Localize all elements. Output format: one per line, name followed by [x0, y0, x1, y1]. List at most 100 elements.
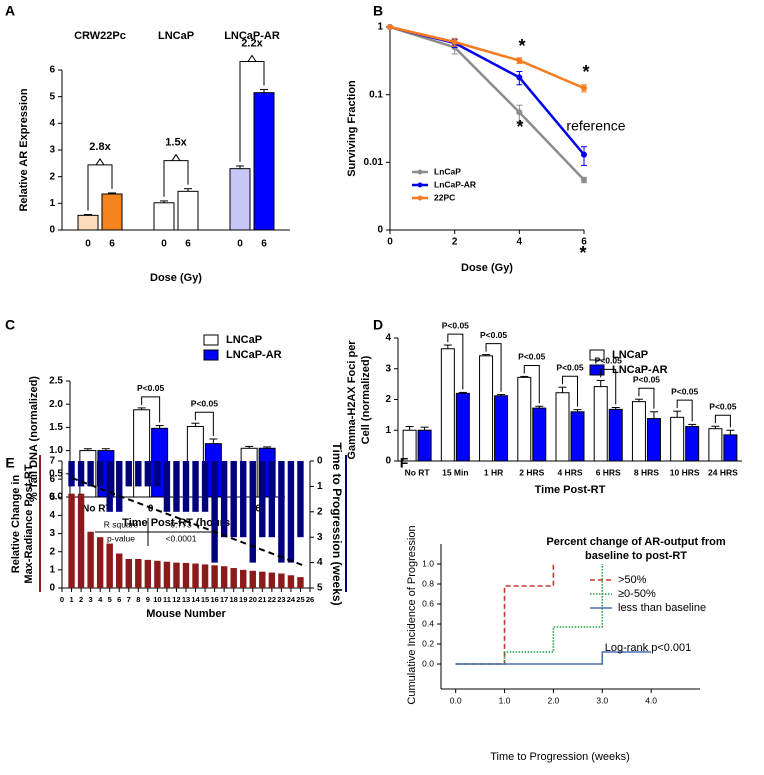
- annotation: Log-rank p<0.001: [605, 642, 692, 654]
- y-axis-title: Relative Change in: [10, 475, 22, 574]
- bracket: [163, 160, 189, 197]
- x-tick-label: 6: [185, 239, 191, 250]
- annotation: P<0.05: [191, 398, 218, 408]
- y-tick-label: 2: [385, 394, 391, 405]
- bar: [87, 461, 94, 487]
- bar: [570, 411, 585, 462]
- x-tick-label: 1 HR: [484, 467, 503, 477]
- bracket: [485, 343, 502, 392]
- y-tick-label: 2.5: [49, 376, 63, 387]
- bar: [297, 577, 304, 588]
- x-tick-label: 0: [387, 237, 393, 248]
- y-tick-label: 7: [49, 456, 55, 467]
- bracket-notch: [95, 158, 105, 166]
- bar: [608, 408, 623, 462]
- x-tick-label: 6: [117, 595, 121, 604]
- y-tick-label: 0.2: [422, 638, 434, 648]
- bar: [440, 348, 455, 462]
- x-tick-label: 3.0: [596, 695, 608, 705]
- x-tick-label: No RT: [82, 504, 111, 515]
- x-tick-label: 24: [287, 595, 296, 604]
- legend-marker: [417, 195, 423, 201]
- bar: [144, 559, 152, 588]
- y-tick-label: 0: [49, 225, 55, 236]
- x-tick-label: 9: [146, 595, 150, 604]
- x-tick-label: 10 HRS: [670, 467, 700, 477]
- x-tick-label: 0.0: [450, 695, 462, 705]
- y-tick-label: 0.5: [49, 468, 63, 479]
- bar: [417, 429, 432, 462]
- legend-label: ≥0-50%: [618, 588, 656, 600]
- panel-letter: D: [373, 317, 383, 333]
- point: [581, 85, 587, 92]
- point: [516, 74, 523, 81]
- bar: [253, 92, 275, 231]
- x-tick-label: 15 Min: [442, 467, 468, 477]
- x-axis-title: Time to Progression (weeks): [490, 751, 630, 763]
- legend-label: LNCaP-AR: [226, 349, 282, 361]
- x-tick-label: 2.0: [547, 695, 559, 705]
- point: [581, 151, 587, 158]
- legend-label: >50%: [618, 574, 647, 586]
- y-tick-label: 3: [385, 363, 391, 374]
- series-line: [455, 564, 604, 665]
- bracket: [638, 387, 655, 409]
- bar: [116, 553, 123, 588]
- bar: [240, 461, 247, 538]
- legend-marker: [417, 169, 423, 175]
- y-tick-label: 1: [49, 198, 55, 209]
- x-tick-label: 1.0: [499, 695, 511, 705]
- y-tick-label: 1: [385, 425, 391, 436]
- bar: [68, 493, 75, 588]
- bar: [249, 461, 256, 563]
- x-tick-label: 17: [220, 595, 228, 604]
- annotation: P<0.05: [633, 374, 660, 384]
- x-tick-label: 0: [161, 239, 167, 250]
- bar: [201, 461, 209, 512]
- bar: [268, 572, 276, 588]
- bracket: [141, 396, 161, 423]
- bar: [685, 426, 700, 462]
- trend-line: [71, 477, 306, 567]
- panel-letter: F: [400, 455, 409, 471]
- panel-letter: B: [373, 3, 383, 19]
- bar: [723, 434, 738, 462]
- x-tick-label: 24 HRS: [708, 467, 738, 477]
- legend-label: LNCaP: [226, 334, 262, 346]
- bar: [287, 461, 295, 563]
- bar: [125, 461, 132, 487]
- bracket: [87, 164, 113, 211]
- bar: [68, 461, 75, 487]
- panel-letter: A: [5, 3, 15, 19]
- bracket-notch: [171, 153, 181, 161]
- y-axis-title: Max-Radiance Post-RT: [23, 464, 35, 583]
- legend-swatch: [589, 364, 605, 376]
- y-tick-label: 5: [317, 583, 323, 594]
- stats-label: R square: [104, 519, 139, 529]
- y-tick-label: 1.0: [49, 445, 63, 456]
- point: [387, 24, 393, 30]
- y-axis-title: Gamma-H2AX Foci per: [346, 340, 358, 460]
- legend-label: LNCaP: [612, 349, 648, 361]
- bar: [154, 560, 161, 588]
- bar: [106, 543, 113, 588]
- x-tick-label: 18: [230, 595, 238, 604]
- x-tick-label: 6 HRS: [596, 467, 621, 477]
- bar: [455, 392, 470, 462]
- panel-letter: C: [5, 317, 15, 333]
- annotation: P<0.05: [709, 402, 736, 412]
- bar: [259, 461, 266, 538]
- bar: [220, 461, 228, 538]
- bar: [708, 428, 723, 462]
- series-line: [389, 25, 585, 181]
- bar: [154, 461, 161, 487]
- annotation: 2.8x: [89, 141, 111, 153]
- y-tick-label: 1: [377, 22, 383, 33]
- x-tick-label: 6: [255, 504, 261, 515]
- x-tick-label: 15: [201, 595, 209, 604]
- x-tick-label: 8: [136, 595, 140, 604]
- series-line: [455, 564, 555, 665]
- y-tick-label: 2: [317, 506, 323, 517]
- y-tick-label: 1: [317, 481, 323, 492]
